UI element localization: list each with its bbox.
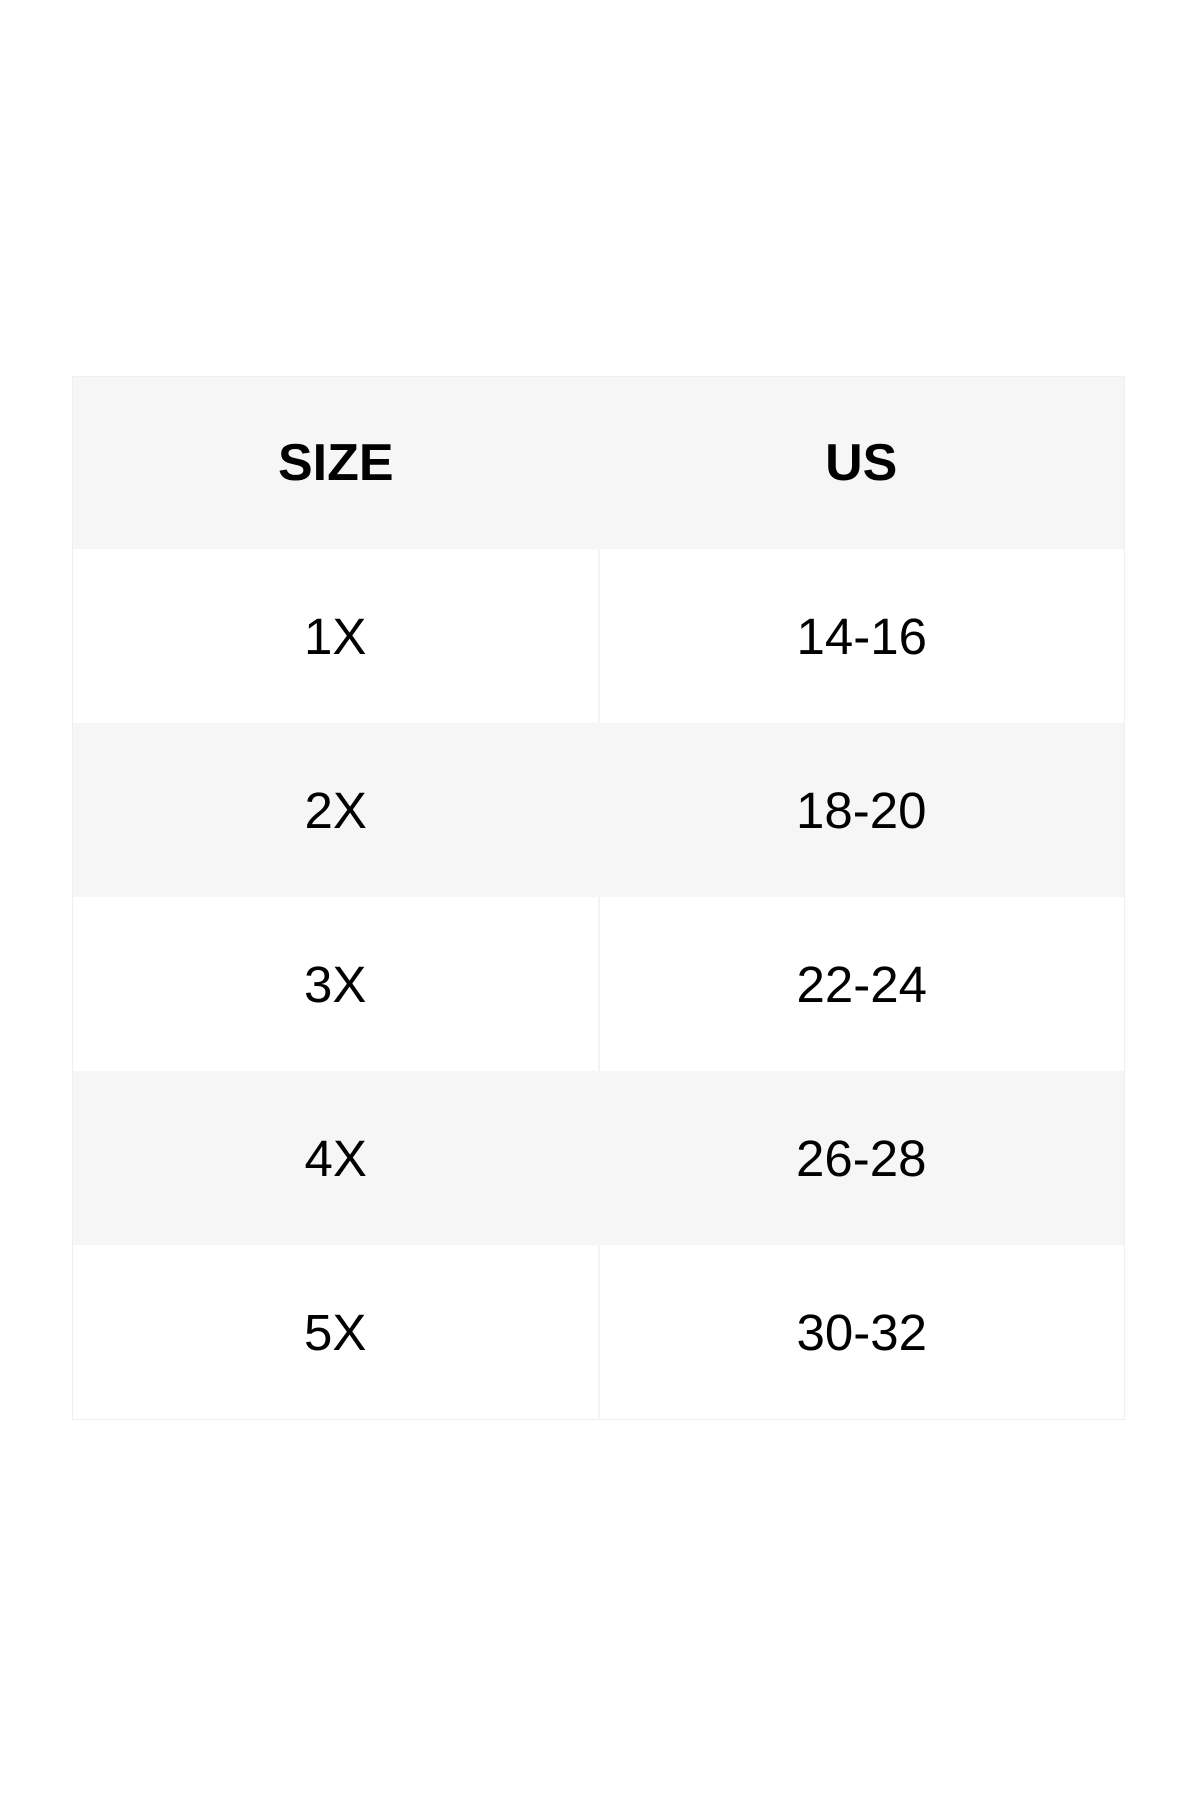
us-cell: 14-16 <box>796 607 927 665</box>
header-size: SIZE <box>277 434 394 492</box>
size-cell: 3X <box>73 897 600 1071</box>
us-cell: 26-28 <box>796 1129 927 1187</box>
size-cell: 1X <box>73 549 600 723</box>
table-row: 5X 30-32 <box>73 1245 1124 1419</box>
header-us: US <box>825 434 898 492</box>
size-chart-table: SIZE US 1X 14-16 2X 18-20 3X 22-24 4X 26… <box>72 376 1125 1420</box>
table-row: 1X 14-16 <box>73 549 1124 723</box>
size-cell: 2X <box>304 781 367 839</box>
us-cell: 18-20 <box>796 781 927 839</box>
size-cell: 4X <box>304 1129 367 1187</box>
size-cell: 5X <box>73 1245 600 1419</box>
table-row: 2X 18-20 <box>73 723 1124 897</box>
us-cell: 30-32 <box>796 1303 927 1361</box>
table-row: 3X 22-24 <box>73 897 1124 1071</box>
us-cell: 22-24 <box>796 955 927 1013</box>
table-row: 4X 26-28 <box>73 1071 1124 1245</box>
table-header-row: SIZE US <box>73 377 1124 549</box>
